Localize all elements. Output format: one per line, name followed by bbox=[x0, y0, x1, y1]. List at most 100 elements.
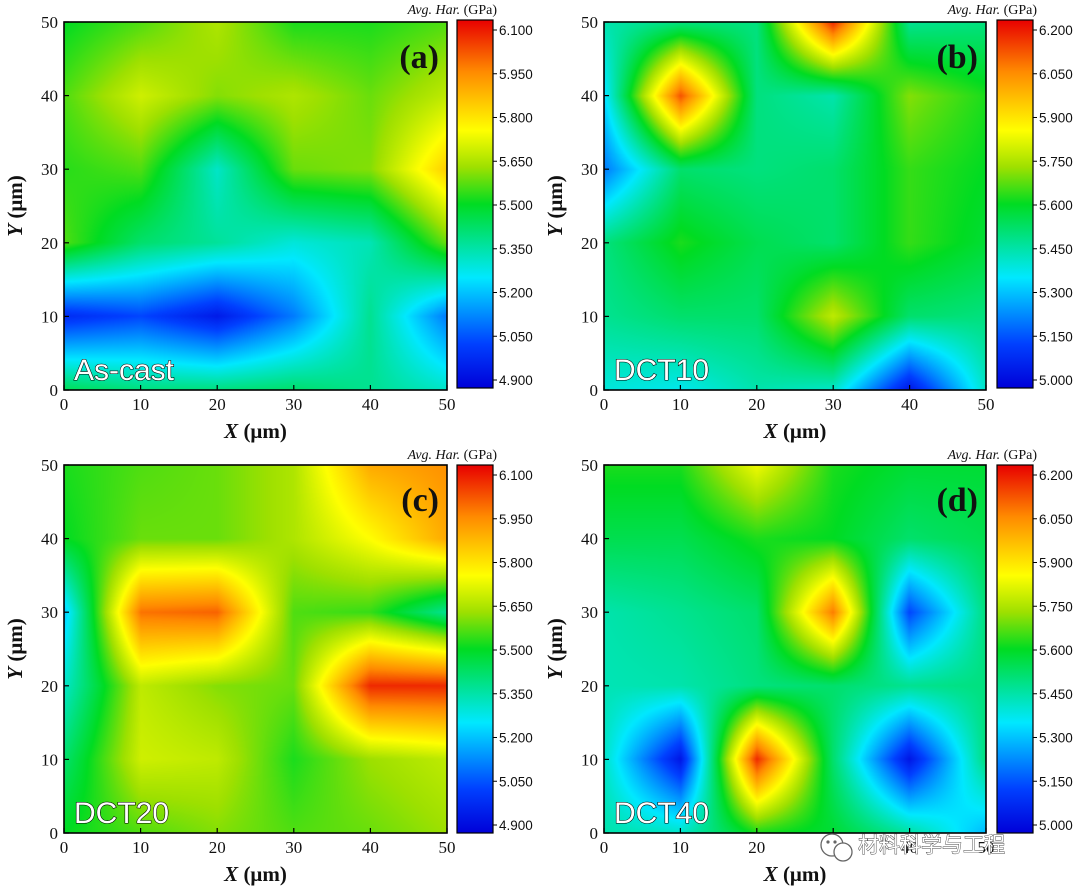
x-tick-label: 50 bbox=[439, 395, 456, 414]
colorbar-title: Avg. Har. (GPa) bbox=[407, 448, 498, 463]
y-axis-label: Y (μm) bbox=[3, 618, 27, 679]
colorbar-tick-label: 5.650 bbox=[499, 154, 533, 169]
colorbar-tick-label: 5.650 bbox=[499, 599, 533, 614]
y-tick-label: 20 bbox=[41, 677, 58, 696]
colorbar: Avg. Har. (GPa)6.200 6.050 5.900 5.750 5.600… bbox=[947, 3, 1073, 389]
colorbar: Avg. Har. (GPa)6.100 5.950 5.800 5.650 5.500… bbox=[407, 448, 533, 834]
panel-as-cast: 0 10 20 30 40 50 0 10 20 30 40 50 X (μm) Y (μm) (a) As-… bbox=[3, 3, 533, 443]
colorbar-tick-label: 5.900 bbox=[1039, 111, 1073, 126]
colorbar-tick-label: 5.450 bbox=[1039, 242, 1073, 257]
panel-dct20: 0 10 20 30 40 50 0 10 20 30 40 50 X (μm) Y (μm) (c) DCT… bbox=[3, 448, 533, 886]
colorbar-tick-label: 6.100 bbox=[499, 23, 533, 38]
colorbar-title: Avg. Har. (GPa) bbox=[947, 3, 1038, 18]
y-tick-label: 20 bbox=[41, 234, 58, 253]
colorbar-gradient bbox=[456, 464, 494, 834]
colorbar: Avg. Har. (GPa)6.200 6.050 5.900 5.750 5.600… bbox=[947, 448, 1073, 834]
heatmap-surface bbox=[604, 465, 986, 833]
panel-dct10: 0 10 20 30 40 50 0 10 20 30 40 50 X (μm) Y (μm) (b) DCT… bbox=[543, 3, 1073, 443]
y-tick-label: 10 bbox=[41, 307, 58, 326]
sample-label: DCT10 bbox=[614, 354, 709, 387]
plot-frame bbox=[603, 21, 987, 391]
panel-tag: (c) bbox=[401, 482, 439, 519]
colorbar-tick-label: 5.750 bbox=[1039, 154, 1073, 169]
wechat-logo bbox=[820, 833, 853, 862]
colorbar-tick-label: 5.500 bbox=[499, 198, 533, 213]
colorbar-gradient bbox=[996, 464, 1034, 834]
colorbar-tick-label: 5.950 bbox=[499, 67, 533, 82]
x-tick-label: 10 bbox=[132, 395, 149, 414]
x-tick-label: 0 bbox=[600, 838, 609, 857]
y-tick-label: 30 bbox=[41, 603, 58, 622]
colorbar-tick-label: 5.200 bbox=[499, 731, 533, 746]
x-tick-label: 10 bbox=[132, 838, 149, 857]
x-tick-label: 20 bbox=[209, 395, 226, 414]
x-tick-label: 50 bbox=[978, 395, 995, 414]
colorbar-tick-label: 6.200 bbox=[1039, 468, 1073, 483]
panel-tag: (a) bbox=[399, 39, 439, 76]
colorbar-tick-label: 5.900 bbox=[1039, 556, 1073, 571]
colorbar-tick-label: 5.600 bbox=[1039, 198, 1073, 213]
y-tick-label: 10 bbox=[581, 307, 598, 326]
y-axis-label: Y (μm) bbox=[3, 175, 27, 236]
plot-frame bbox=[63, 21, 448, 391]
x-axis-label: X (μm) bbox=[223, 862, 287, 886]
y-axis-label: Y (μm) bbox=[543, 175, 567, 236]
y-tick-label: 30 bbox=[581, 603, 598, 622]
colorbar-tick-label: 5.150 bbox=[1039, 774, 1073, 789]
colorbar: Avg. Har. (GPa)6.100 5.950 5.800 5.650 5.500… bbox=[407, 3, 533, 389]
y-tick-label: 20 bbox=[581, 234, 598, 253]
colorbar-tick-label: 6.200 bbox=[1039, 23, 1073, 38]
y-tick-label: 0 bbox=[50, 381, 59, 400]
colorbar-tick-label: 5.000 bbox=[1039, 373, 1073, 388]
y-tick-label: 10 bbox=[581, 750, 598, 769]
colorbar-tick-label: 6.100 bbox=[499, 468, 533, 483]
x-tick-label: 20 bbox=[748, 395, 765, 414]
panel-tag: (d) bbox=[936, 482, 978, 519]
colorbar-title: Avg. Har. (GPa) bbox=[407, 3, 498, 18]
x-tick-label: 40 bbox=[362, 395, 379, 414]
x-tick-label: 40 bbox=[362, 838, 379, 857]
colorbar-tick-label: 6.050 bbox=[1039, 67, 1073, 82]
x-tick-label: 40 bbox=[901, 838, 918, 857]
y-tick-label: 50 bbox=[41, 456, 58, 475]
x-axis-label: X (μm) bbox=[763, 419, 827, 443]
colorbar-tick-label: 5.800 bbox=[499, 111, 533, 126]
colorbar-tick-label: 5.000 bbox=[1039, 818, 1073, 833]
y-tick-label: 20 bbox=[581, 677, 598, 696]
colorbar-tick-label: 5.300 bbox=[1039, 286, 1073, 301]
sample-label: DCT20 bbox=[74, 797, 169, 830]
y-tick-label: 0 bbox=[590, 824, 599, 843]
y-tick-label: 40 bbox=[581, 530, 598, 549]
panel-tag: (b) bbox=[936, 39, 978, 76]
x-tick-label: 50 bbox=[439, 838, 456, 857]
y-tick-label: 40 bbox=[41, 87, 58, 106]
colorbar-tick-label: 5.500 bbox=[499, 643, 533, 658]
colorbar-tick-label: 6.050 bbox=[1039, 512, 1073, 527]
x-tick-label: 10 bbox=[672, 838, 689, 857]
colorbar-gradient bbox=[996, 19, 1034, 389]
colorbar-tick-label: 5.450 bbox=[1039, 687, 1073, 702]
y-tick-label: 0 bbox=[50, 824, 59, 843]
x-tick-label: 0 bbox=[600, 395, 609, 414]
colorbar-tick-label: 5.050 bbox=[499, 329, 533, 344]
colorbar-tick-label: 5.750 bbox=[1039, 599, 1073, 614]
colorbar-tick-label: 5.200 bbox=[499, 286, 533, 301]
y-tick-label: 30 bbox=[41, 160, 58, 179]
x-tick-label: 40 bbox=[901, 395, 918, 414]
x-tick-label: 0 bbox=[60, 395, 69, 414]
colorbar-tick-label: 4.900 bbox=[499, 373, 533, 388]
heatmap-surface bbox=[64, 465, 447, 833]
colorbar-tick-label: 5.950 bbox=[499, 512, 533, 527]
colorbar-title: Avg. Har. (GPa) bbox=[947, 448, 1038, 463]
heatmap-surface bbox=[604, 22, 986, 390]
y-tick-label: 50 bbox=[41, 13, 58, 32]
colorbar-tick-label: 4.900 bbox=[499, 818, 533, 833]
colorbar-tick-label: 5.600 bbox=[1039, 643, 1073, 658]
y-axis-label: Y (μm) bbox=[543, 618, 567, 679]
y-tick-label: 10 bbox=[41, 750, 58, 769]
x-tick-label: 50 bbox=[978, 838, 995, 857]
x-tick-label: 20 bbox=[748, 838, 765, 857]
heatmap-surface bbox=[64, 22, 447, 390]
y-tick-label: 50 bbox=[581, 456, 598, 475]
